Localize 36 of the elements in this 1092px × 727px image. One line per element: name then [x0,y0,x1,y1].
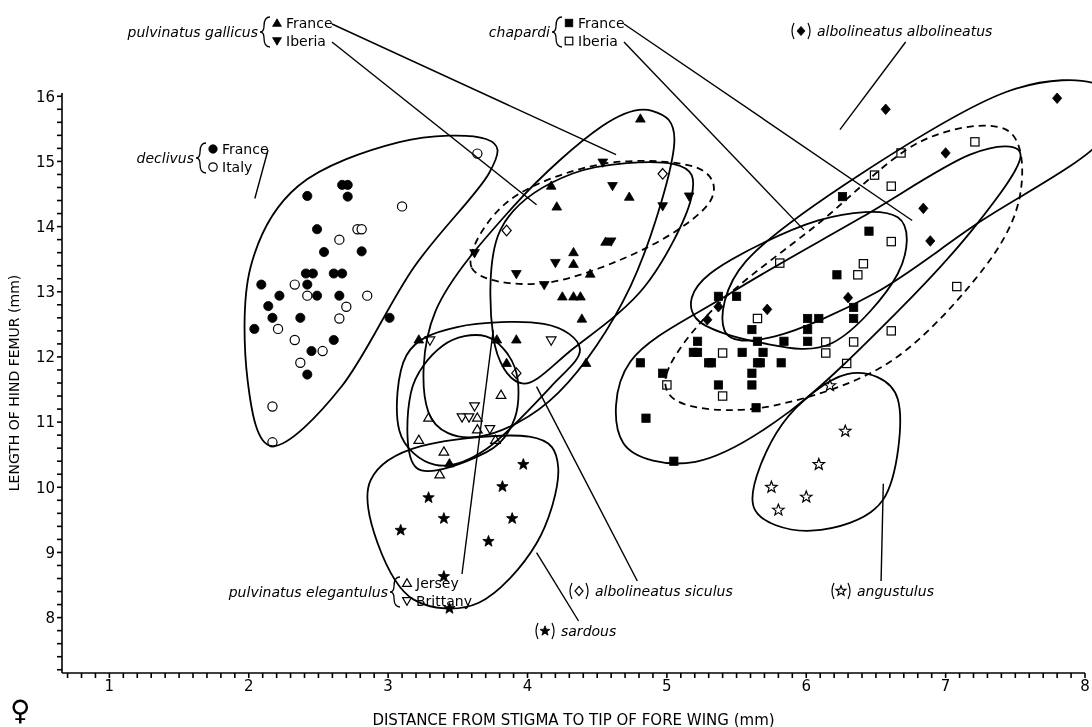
legend-label: Iberia [286,33,326,49]
y-tick-label: 14 [35,217,55,236]
annotation: pulvinatus elegantulus [227,584,388,600]
legend-label: sardous [561,623,617,639]
legend-label: Jersey [415,575,459,591]
y-tick-label: 12 [35,348,55,367]
legend-label: France [578,15,625,31]
y-tick-label: 10 [35,478,55,497]
legend-label: Italy [222,159,253,175]
y-tick-label: 15 [35,152,55,171]
x-tick-label: 1 [104,676,115,695]
x-tick-label: 4 [522,676,533,695]
x-tick-label: 5 [662,676,672,695]
x-tick-label: 8 [1080,676,1090,695]
legend-label: angustulus [857,583,934,599]
x-axis-title: DISTANCE FROM STIGMA TO TIP OF FORE WING (mm) [372,711,775,727]
text: ♀ [10,694,31,727]
x-tick-label: 7 [940,676,951,695]
legend-label: Brittany [416,593,472,609]
y-tick-label: 8 [45,608,55,627]
legend-label: Iberia [578,33,618,49]
legend-label: albolineatus siculus [595,583,733,599]
legend-label: albolineatus albolineatus [817,23,993,39]
x-tick-label: 3 [383,676,393,695]
y-tick-label: 16 [35,87,55,106]
y-tick-label: 11 [35,413,55,432]
legend-label: France [222,141,269,157]
x-tick-label: 2 [243,676,254,695]
x-tick-label: 6 [801,676,812,695]
y-tick-label: 13 [35,283,55,302]
y-axis-title: LENGTH OF HIND FEMUR (mm) [5,274,22,492]
y-tick-label: 9 [45,543,55,562]
text: chapardi [488,24,551,40]
text: pulvinatus gallicus [126,24,258,40]
annotation: declivus [136,150,194,166]
legend-label: France [286,15,333,31]
